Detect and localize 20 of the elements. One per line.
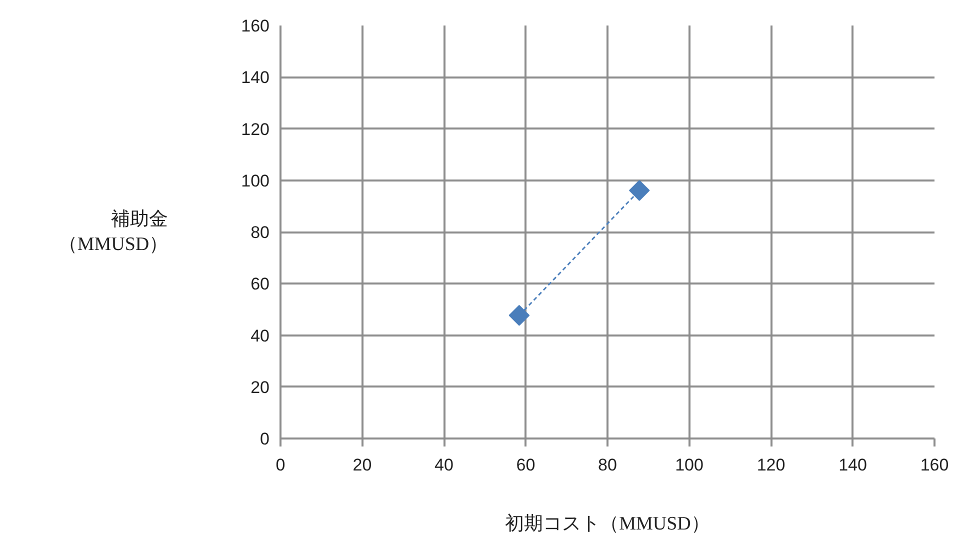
x-tick-label: 160	[920, 456, 949, 474]
x-tick-label: 40	[434, 456, 454, 474]
x-tick-label: 0	[276, 456, 286, 474]
x-tick-label: 120	[756, 456, 786, 474]
y-tick-label: 80	[250, 223, 270, 242]
y-axis-title: 補助金（MMUSD）	[58, 208, 168, 256]
x-tick-label: 20	[352, 456, 372, 474]
y-tick-label: 60	[250, 274, 270, 294]
x-tick-label: 60	[516, 456, 536, 474]
y-tick-label: 160	[241, 16, 270, 36]
y-tick-label: 120	[241, 120, 270, 139]
y-tick-label: 100	[241, 171, 270, 190]
x-tick-label: 80	[598, 456, 617, 474]
x-axis-title: 初期コスト（MMUSD）	[505, 512, 710, 534]
y-tick-label: 40	[250, 326, 270, 346]
y-tick-label: 20	[250, 378, 270, 397]
y-tick-label: 140	[241, 68, 270, 88]
y-tick-label: 0	[260, 430, 270, 448]
x-tick-label: 100	[675, 456, 704, 474]
x-tick-label: 140	[838, 456, 867, 474]
